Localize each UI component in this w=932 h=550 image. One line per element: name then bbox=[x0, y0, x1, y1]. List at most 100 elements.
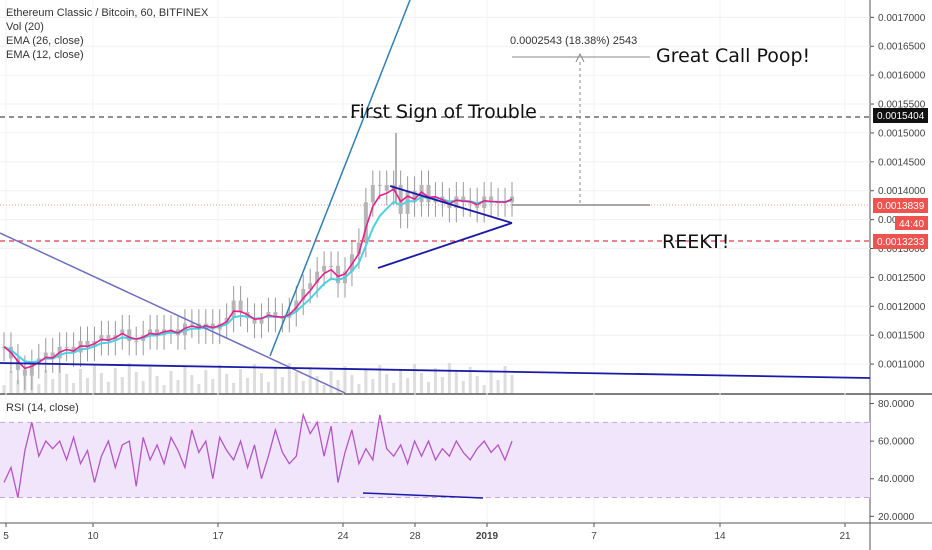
rsi-tick-label: 20.0000 bbox=[878, 512, 915, 523]
measure-label: 0.0002543 (18.38%) 2543 bbox=[510, 35, 637, 47]
price-candle bbox=[419, 184, 424, 203]
badge-support-bg bbox=[873, 234, 928, 249]
chart-legend: Ethereum Classic / Bitcoin, 60, BITFINEX… bbox=[6, 6, 208, 62]
time-tick-label: 2019 bbox=[476, 531, 499, 542]
volume-bar bbox=[315, 376, 319, 393]
price-axis: 0.00170000.00165000.00160000.00155000.00… bbox=[870, 13, 926, 523]
badge-countdown-bg bbox=[895, 216, 928, 230]
price-candle bbox=[252, 317, 257, 324]
volume-bar bbox=[454, 372, 458, 393]
volume-bar bbox=[420, 373, 424, 393]
time-tick-label: 28 bbox=[409, 531, 421, 542]
volume-bar bbox=[392, 383, 396, 393]
volume-bar bbox=[79, 369, 83, 393]
volume-bar bbox=[329, 371, 333, 393]
price-tick-label: 0.0012000 bbox=[878, 302, 926, 313]
volume-bar bbox=[246, 378, 250, 393]
descending-trend-line bbox=[0, 232, 346, 394]
price-tick-label: 0.0016000 bbox=[878, 71, 926, 82]
volume-bar bbox=[72, 383, 76, 393]
volume-bar bbox=[120, 377, 124, 393]
price-tick-label: 0.0011500 bbox=[878, 331, 925, 342]
volume-bar bbox=[503, 366, 507, 393]
price-candle bbox=[315, 271, 320, 284]
price-candle bbox=[71, 346, 76, 353]
price-tick-label: 0.0011000 bbox=[878, 360, 925, 371]
volume-bar bbox=[378, 365, 382, 393]
annotation-great-call-poop: Great Call Poop! bbox=[656, 45, 810, 67]
rsi-tick-label: 80.0000 bbox=[878, 399, 915, 410]
volume-bar bbox=[51, 379, 55, 393]
price-candle bbox=[148, 329, 153, 336]
price-candle bbox=[370, 184, 375, 203]
price-candle bbox=[363, 202, 368, 243]
volume-bar bbox=[266, 382, 270, 393]
rsi-tick-label: 60.0000 bbox=[878, 437, 915, 448]
volume-bar bbox=[496, 380, 500, 393]
volume-bar bbox=[232, 383, 236, 393]
time-tick-label: 21 bbox=[839, 531, 851, 542]
volume-bar bbox=[301, 381, 305, 393]
volume-bar bbox=[468, 367, 472, 393]
price-tick-label: 0.0012500 bbox=[878, 273, 926, 284]
price-candle bbox=[426, 184, 431, 203]
price-candle bbox=[210, 323, 215, 330]
price-candle bbox=[461, 196, 466, 203]
triangle-upper bbox=[389, 185, 513, 224]
legend-symbol: Ethereum Classic / Bitcoin, 60, BITFINEX bbox=[6, 7, 209, 19]
badge-countdown: 44:40 bbox=[899, 219, 924, 230]
price-candle bbox=[384, 184, 389, 191]
price-candle bbox=[64, 346, 69, 348]
volume-bar bbox=[259, 373, 263, 393]
volume-bar bbox=[99, 373, 103, 393]
price-tick-label: 0.0013000 bbox=[878, 244, 926, 255]
volume-bar bbox=[287, 363, 291, 393]
price-candle bbox=[377, 184, 382, 186]
volume-bar bbox=[399, 369, 403, 393]
price-pane bbox=[2, 132, 514, 391]
rsi-pane bbox=[0, 412, 870, 499]
volume-bar bbox=[58, 365, 62, 393]
price-candle bbox=[134, 340, 139, 342]
volume-bar bbox=[385, 374, 389, 393]
badge-support-level: 0.0013233 bbox=[877, 237, 925, 248]
volume-bar bbox=[197, 384, 201, 393]
volume-bar bbox=[162, 385, 166, 393]
price-candle bbox=[99, 335, 104, 341]
volume-bar bbox=[113, 368, 117, 393]
price-candle bbox=[447, 202, 452, 209]
price-candle bbox=[412, 190, 417, 203]
time-tick-label: 24 bbox=[337, 531, 349, 542]
volume-bar bbox=[65, 374, 69, 393]
time-tick-label: 5 bbox=[3, 531, 9, 542]
price-candle bbox=[322, 265, 327, 272]
legend-ema12: EMA (12, close) bbox=[6, 49, 84, 61]
volume-bar bbox=[406, 378, 410, 393]
steep-trend-line bbox=[269, 0, 411, 357]
volume-bar bbox=[461, 381, 465, 393]
volume-bar bbox=[239, 369, 243, 393]
price-candle bbox=[398, 184, 403, 214]
badge-last-price: 0.0013839 bbox=[877, 201, 925, 212]
price-tick-label: 0.0014000 bbox=[878, 186, 926, 197]
volume-bar bbox=[433, 368, 437, 393]
price-badges: 0.0015404 0.0013839 44:40 0.0013233 bbox=[873, 108, 928, 249]
badge-trouble-bg bbox=[873, 108, 928, 123]
volume-bar bbox=[176, 380, 180, 393]
price-candle bbox=[454, 196, 459, 209]
volume-bar bbox=[371, 379, 375, 393]
price-candle bbox=[405, 190, 410, 214]
ema12-line bbox=[3, 187, 513, 370]
badge-trouble-level: 0.0015404 bbox=[877, 111, 925, 122]
volume-bar bbox=[211, 379, 215, 393]
volume-bar bbox=[336, 380, 340, 393]
time-tick-label: 17 bbox=[212, 531, 224, 542]
price-candle bbox=[155, 329, 160, 336]
volume-bar bbox=[141, 381, 145, 393]
trend-drawings bbox=[0, 0, 871, 394]
volume-bar bbox=[148, 367, 152, 393]
annotation-reekt: REEKT! bbox=[662, 231, 729, 253]
price-tick-label: 0.0016500 bbox=[878, 42, 926, 53]
price-candle bbox=[336, 265, 341, 284]
volume-bar bbox=[92, 364, 96, 393]
